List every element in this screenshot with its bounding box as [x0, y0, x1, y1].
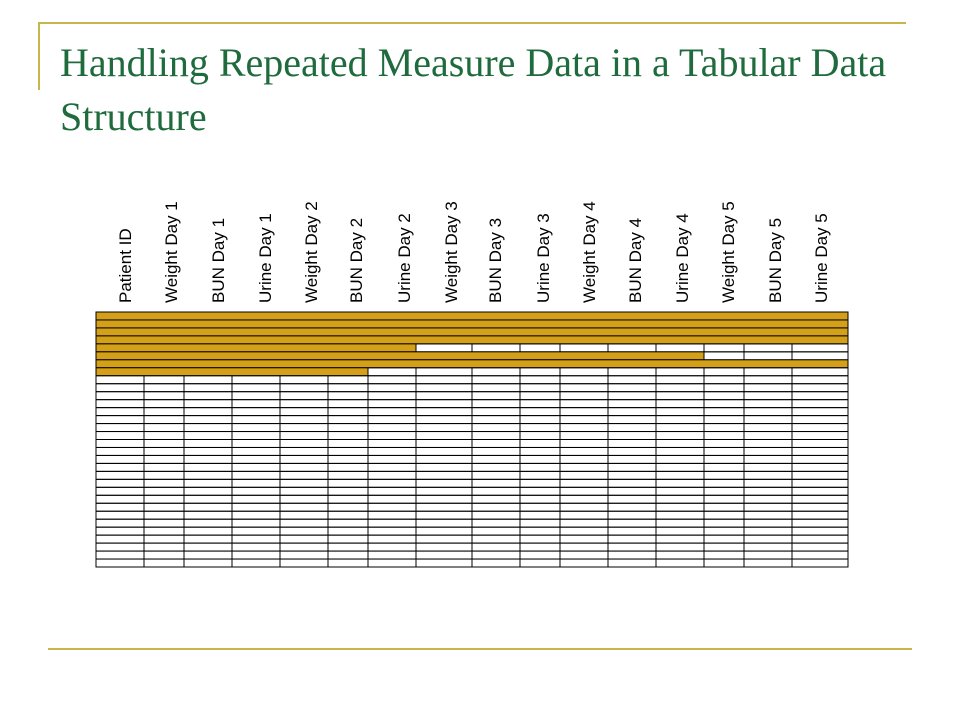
filled-cell-band: [96, 351, 704, 360]
filled-cell-band: [96, 319, 848, 328]
filled-cell-band: [96, 343, 416, 352]
top-rule: [40, 22, 906, 24]
filled-cell-band: [96, 367, 368, 376]
bottom-rule: [48, 648, 912, 650]
slide-title: Handling Repeated Measure Data in a Tabu…: [60, 40, 887, 139]
filled-cell-band: [96, 359, 848, 368]
filled-cell-band: [96, 327, 848, 336]
left-rule: [38, 22, 40, 90]
filled-cell-band: [96, 312, 848, 320]
filled-cell-band: [96, 335, 848, 344]
